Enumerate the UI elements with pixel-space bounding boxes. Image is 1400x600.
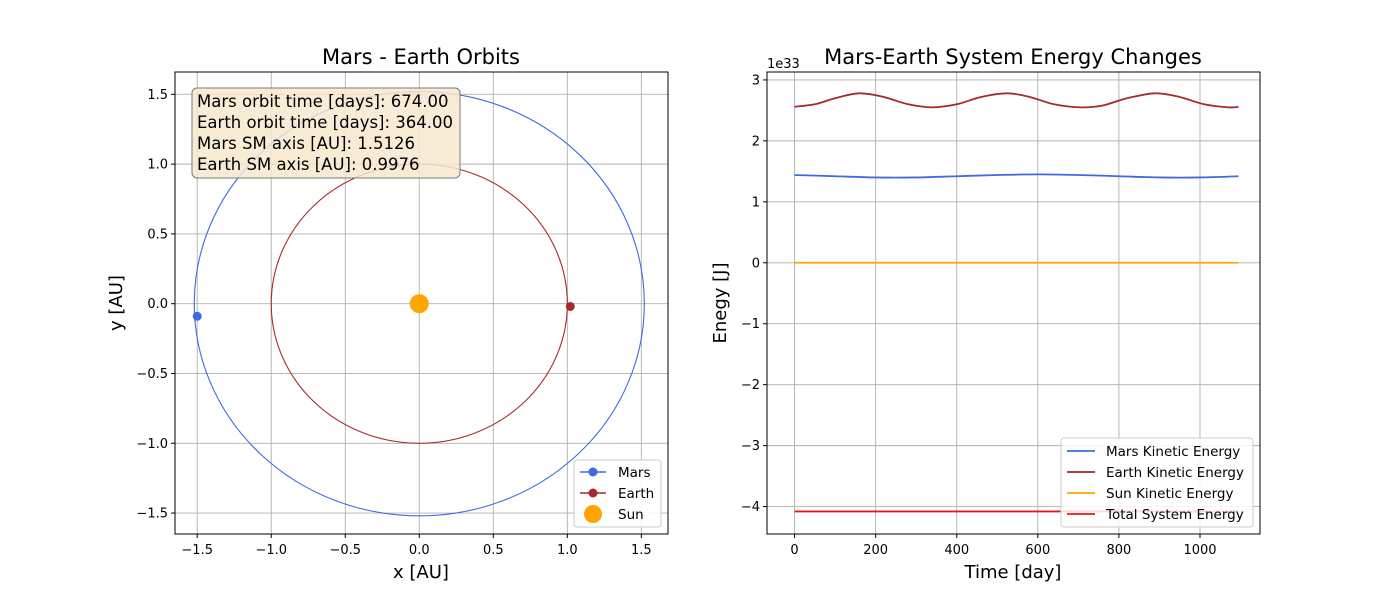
energy-x-ticks: 0 200 400 600 800 1000	[790, 534, 1217, 558]
orbit-y-tick-label: 1.0	[147, 158, 168, 173]
sun-marker	[409, 294, 429, 314]
legend-sun-ke-label: Sun Kinetic Energy	[1106, 486, 1233, 502]
energy-x-tick-label: 200	[863, 543, 888, 558]
mars-kinetic-energy-line	[794, 173, 1239, 179]
orbit-x-axis-label: x [AU]	[393, 562, 449, 583]
energy-y-ticks: −4 −3 −2 −1 0 1 2 3	[741, 73, 767, 515]
energy-axes-frame	[766, 71, 1261, 535]
energy-y-tick-label: −1	[741, 317, 760, 332]
orbit-y-ticks: −1.5 −1.0 −0.5 0.0 0.5 1.0 1.5	[136, 88, 175, 522]
orbit-info-box-background	[191, 87, 461, 179]
orbit-chart: −1.5 −1.0 −0.5 0.0 0.5 1.0 1.5 −1.5 −1.0 −0.5 0.0…	[106, 45, 669, 583]
energy-y-axis-label: Enegy [J]	[710, 262, 731, 343]
orbit-y-axis-label: y [AU]	[106, 275, 127, 331]
energy-chart-title: Mars-Earth System Energy Changes	[824, 45, 1202, 69]
orbit-chart-title: Mars - Earth Orbits	[322, 45, 520, 69]
orbit-y-tick-label: −1.5	[136, 507, 168, 522]
energy-x-tick-label: 600	[1025, 543, 1050, 558]
legend-mars-label: Mars	[618, 465, 651, 481]
orbit-x-ticks: −1.5 −1.0 −0.5 0.0 0.5 1.0 1.5	[181, 534, 652, 558]
orbit-y-tick-label: 0.0	[147, 297, 168, 312]
energy-chart: 0 200 400 600 800 1000 −4 −3 −2 −1 0 1 2 3 1e33 Mars…	[710, 45, 1261, 583]
orbit-axes-frame	[174, 71, 669, 535]
energy-legend-box	[1060, 437, 1254, 528]
info-earth-sm-axis: Earth SM axis [AU]: 0.9976	[197, 155, 420, 174]
orbit-x-tick-label: −0.5	[329, 543, 361, 558]
energy-x-tick-label: 1000	[1183, 543, 1216, 558]
legend-mars-ke-label: Mars Kinetic Energy	[1106, 444, 1240, 460]
energy-legend: Mars Kinetic Energy Earth Kinetic Energy…	[1060, 437, 1254, 528]
legend-earth-label: Earth	[618, 486, 654, 502]
orbit-x-tick-label: −1.5	[181, 543, 213, 558]
legend-mars-marker	[588, 467, 598, 477]
orbit-x-tick-label: 1.0	[557, 543, 578, 558]
orbit-y-tick-label: 1.5	[147, 88, 168, 103]
energy-offset-text: 1e33	[767, 57, 800, 72]
energy-y-tick-label: −4	[741, 500, 760, 515]
orbit-y-tick-label: −0.5	[136, 367, 168, 382]
energy-y-tick-label: 2	[752, 134, 760, 149]
orbit-y-tick-label: −1.0	[136, 437, 168, 452]
orbit-x-tick-label: −1.0	[255, 543, 287, 558]
energy-y-tick-label: 1	[752, 195, 760, 210]
orbit-x-tick-label: 1.5	[631, 543, 652, 558]
earth-kinetic-energy-line	[794, 92, 1239, 109]
energy-x-tick-label: 400	[944, 543, 969, 558]
earth-position-marker	[565, 301, 575, 311]
info-mars-sm-axis: Mars SM axis [AU]: 1.5126	[197, 134, 415, 153]
legend-sun-label: Sun	[618, 507, 644, 523]
info-earth-orbit-time: Earth orbit time [days]: 364.00	[197, 113, 453, 132]
legend-total-energy-label: Total System Energy	[1105, 507, 1244, 523]
legend-earth-ke-label: Earth Kinetic Energy	[1106, 465, 1244, 481]
energy-y-tick-label: −3	[741, 439, 760, 454]
energy-x-tick-label: 800	[1106, 543, 1131, 558]
energy-grid	[767, 72, 1260, 534]
orbit-x-tick-label: 0.5	[483, 543, 504, 558]
legend-earth-marker	[588, 488, 598, 498]
energy-y-tick-label: 0	[752, 256, 760, 271]
orbit-legend: Mars Earth Sun	[573, 459, 662, 528]
legend-sun-marker	[584, 505, 602, 523]
energy-x-axis-label: Time [day]	[964, 562, 1062, 583]
mars-position-marker	[192, 311, 202, 321]
orbit-y-tick-label: 0.5	[147, 227, 168, 242]
info-mars-orbit-time: Mars orbit time [days]: 674.00	[197, 92, 449, 111]
energy-x-tick-label: 0	[790, 543, 798, 558]
orbit-x-tick-label: 0.0	[409, 543, 430, 558]
energy-y-tick-label: −2	[741, 378, 760, 393]
energy-y-tick-label: 3	[752, 73, 760, 88]
orbit-info-box: Mars orbit time [days]: 674.00 Earth orb…	[191, 87, 461, 179]
